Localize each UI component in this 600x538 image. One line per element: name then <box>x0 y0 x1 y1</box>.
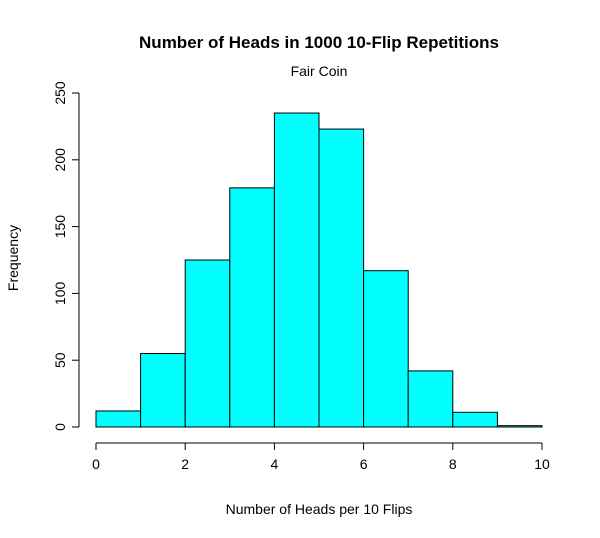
histogram-bar <box>95 410 142 428</box>
histogram-bar <box>318 128 365 428</box>
x-tick-label: 0 <box>92 456 100 472</box>
x-axis-label: Number of Heads per 10 Flips <box>226 501 413 517</box>
x-tick-label: 4 <box>271 456 279 472</box>
y-tick-label: 200 <box>52 148 68 172</box>
histogram-bar <box>229 187 275 428</box>
histogram-bar <box>363 270 409 428</box>
histogram-bar <box>273 112 320 428</box>
y-axis: 0 50 100 150 200 250 <box>52 81 80 431</box>
y-tick-label: 100 <box>52 282 68 306</box>
histogram-bar <box>407 370 454 428</box>
x-tick-label: 6 <box>360 456 368 472</box>
histogram-bar <box>140 353 186 428</box>
histogram-bar <box>184 259 231 428</box>
bars-group <box>95 112 543 428</box>
histogram-bar <box>452 411 498 428</box>
y-tick-label: 150 <box>52 215 68 239</box>
histogram-bar <box>496 425 543 428</box>
y-tick-label: 250 <box>52 81 68 105</box>
y-tick-label: 0 <box>52 423 68 431</box>
x-axis: 0 2 4 6 8 10 <box>92 442 550 472</box>
x-tick-label: 8 <box>449 456 457 472</box>
x-tick-label: 10 <box>534 456 550 472</box>
y-axis-label: Frequency <box>5 225 21 291</box>
chart-subtitle: Fair Coin <box>291 63 348 79</box>
y-tick-label: 50 <box>52 352 68 368</box>
x-tick-label: 2 <box>181 456 189 472</box>
chart-title: Number of Heads in 1000 10-Flip Repetiti… <box>139 33 499 52</box>
